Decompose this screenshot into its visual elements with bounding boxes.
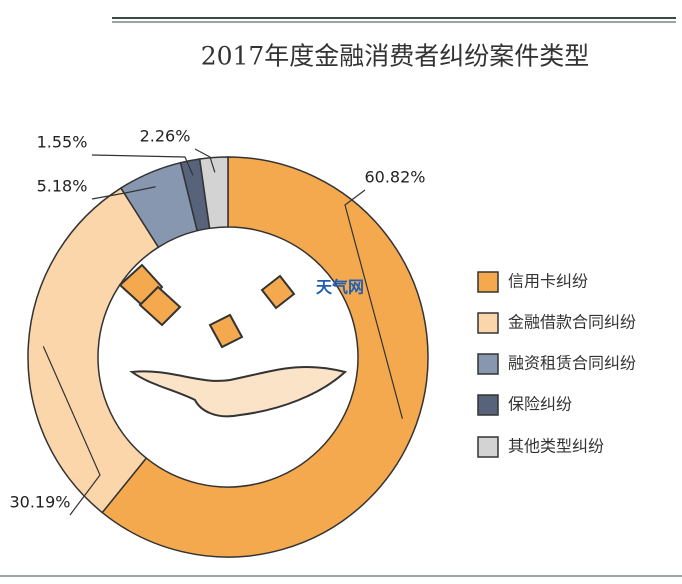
legend-swatch [477,312,499,334]
legend-label: 融资租赁合同纠纷 [508,354,636,373]
legend-label: 保险纠纷 [508,395,572,414]
data-label: 2.26% [140,127,191,146]
legend-swatch [477,353,499,375]
legend-label: 其他类型纠纷 [508,437,604,456]
watermark: 天气网 [316,278,364,297]
donut-slice [101,156,429,558]
leader-line [194,148,216,173]
hand-illustration [118,263,348,418]
legend-swatch [477,436,499,458]
legend-label: 金融借款合同纠纷 [508,313,636,332]
data-label: 5.18% [37,177,88,196]
chart-title: 2017年度金融消费者纠纷案件类型 [201,42,590,71]
data-label: 1.55% [37,133,88,152]
donut-slice [198,156,229,230]
leader-line [91,186,156,200]
data-label: 30.19% [9,493,70,512]
legend-swatch [477,271,499,293]
leader-line [344,189,403,419]
legend-swatch [477,394,499,416]
leader-line [42,346,101,516]
leader-line [91,154,194,176]
data-label: 60.82% [364,168,425,187]
donut-slice [27,187,160,514]
legend-label: 信用卡纠纷 [508,272,588,291]
